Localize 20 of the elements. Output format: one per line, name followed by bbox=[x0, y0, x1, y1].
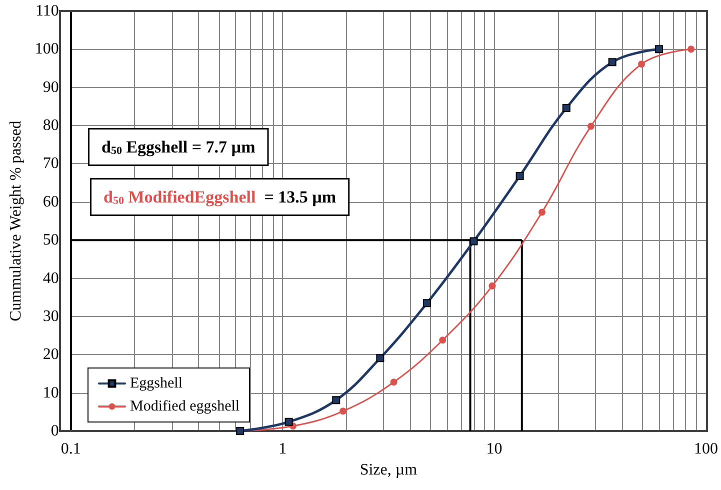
x-tick-label: 0.1 bbox=[60, 440, 81, 458]
x-tick-label: 10 bbox=[486, 440, 502, 458]
y-tick-label: 0 bbox=[50, 422, 59, 440]
y-tick-label: 60 bbox=[42, 193, 59, 210]
y-tick-label: 90 bbox=[42, 78, 59, 96]
y-axis-title: Cummulative Weight % passed bbox=[8, 120, 24, 322]
legend-label: Modified eggshell bbox=[130, 398, 240, 414]
y-tick-label: 30 bbox=[42, 308, 59, 325]
x-tick-label: 100 bbox=[694, 440, 718, 458]
y-tick-label: 70 bbox=[42, 155, 59, 172]
y-tick-label: 80 bbox=[42, 117, 59, 134]
x-tick-label: 1 bbox=[278, 440, 287, 458]
y-tick-label: 40 bbox=[42, 270, 59, 287]
y-tick-label: 10 bbox=[42, 384, 59, 402]
legend-label: Eggshell bbox=[130, 376, 182, 392]
x-axis-title: Size, µm bbox=[360, 461, 418, 478]
y-tick-label: 20 bbox=[42, 346, 59, 364]
y-tick-label: 50 bbox=[42, 232, 59, 249]
y-tick-label: 110 bbox=[35, 2, 59, 20]
y-tick-label: 100 bbox=[34, 40, 59, 58]
